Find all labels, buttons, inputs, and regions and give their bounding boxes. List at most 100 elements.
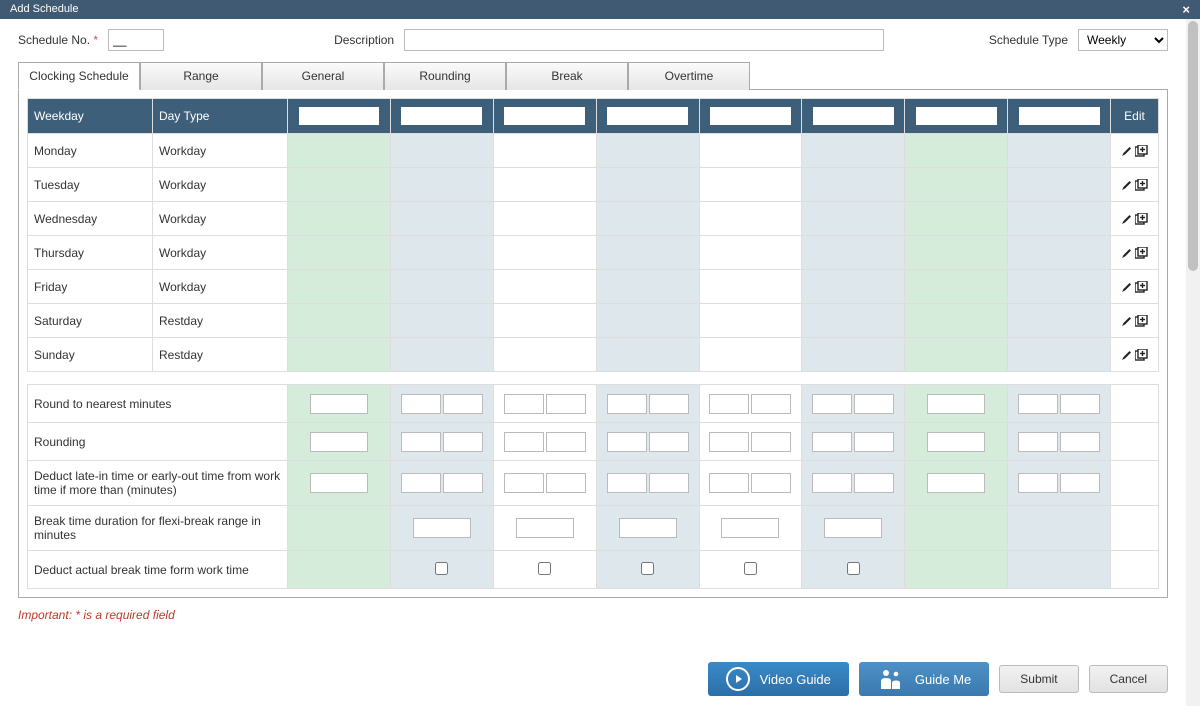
copy-add-icon[interactable] — [1135, 349, 1148, 361]
time-cell[interactable] — [802, 338, 905, 372]
rule-checkbox[interactable] — [538, 562, 551, 575]
cancel-button[interactable]: Cancel — [1089, 665, 1168, 693]
rule-input[interactable] — [443, 394, 483, 414]
copy-add-icon[interactable] — [1135, 247, 1148, 259]
rule-input[interactable] — [504, 394, 544, 414]
time-cell[interactable] — [596, 304, 699, 338]
time-cell[interactable] — [493, 304, 596, 338]
rule-checkbox[interactable] — [744, 562, 757, 575]
time-cell[interactable] — [596, 338, 699, 372]
time-cell[interactable] — [905, 202, 1008, 236]
rule-input[interactable] — [751, 394, 791, 414]
rule-input[interactable] — [516, 518, 574, 538]
rule-input[interactable] — [546, 394, 586, 414]
time-cell[interactable] — [699, 202, 802, 236]
time-cell[interactable] — [699, 236, 802, 270]
time-cell[interactable] — [802, 202, 905, 236]
rule-checkbox[interactable] — [847, 562, 860, 575]
time-cell[interactable] — [596, 270, 699, 304]
rule-input[interactable] — [751, 473, 791, 493]
rule-input[interactable] — [546, 473, 586, 493]
copy-add-icon[interactable] — [1135, 145, 1148, 157]
header-time-input-6[interactable] — [916, 107, 997, 125]
time-cell[interactable] — [1008, 168, 1111, 202]
rule-input[interactable] — [401, 394, 441, 414]
header-time-input-0[interactable] — [299, 107, 380, 125]
header-time-input-1[interactable] — [401, 107, 482, 125]
time-cell[interactable] — [390, 304, 493, 338]
pencil-icon[interactable] — [1121, 213, 1133, 225]
time-cell[interactable] — [1008, 236, 1111, 270]
time-cell[interactable] — [699, 304, 802, 338]
rule-input[interactable] — [812, 394, 852, 414]
rule-input[interactable] — [1060, 473, 1100, 493]
time-cell[interactable] — [596, 236, 699, 270]
rule-input[interactable] — [1018, 394, 1058, 414]
time-cell[interactable] — [802, 134, 905, 168]
rule-input[interactable] — [927, 394, 985, 414]
rule-input[interactable] — [927, 432, 985, 452]
rule-input[interactable] — [927, 473, 985, 493]
time-cell[interactable] — [288, 270, 391, 304]
rule-input[interactable] — [649, 394, 689, 414]
time-cell[interactable] — [493, 236, 596, 270]
rule-input[interactable] — [709, 473, 749, 493]
time-cell[interactable] — [905, 304, 1008, 338]
rule-input[interactable] — [854, 394, 894, 414]
tab-rounding[interactable]: Rounding — [384, 62, 506, 90]
time-cell[interactable] — [699, 134, 802, 168]
time-cell[interactable] — [390, 338, 493, 372]
pencil-icon[interactable] — [1121, 145, 1133, 157]
rule-input[interactable] — [854, 432, 894, 452]
pencil-icon[interactable] — [1121, 349, 1133, 361]
close-icon[interactable]: × — [1182, 0, 1190, 19]
time-cell[interactable] — [288, 338, 391, 372]
header-time-input-7[interactable] — [1019, 107, 1100, 125]
time-cell[interactable] — [1008, 270, 1111, 304]
tab-range[interactable]: Range — [140, 62, 262, 90]
time-cell[interactable] — [802, 236, 905, 270]
time-cell[interactable] — [390, 270, 493, 304]
pencil-icon[interactable] — [1121, 247, 1133, 259]
rule-input[interactable] — [310, 432, 368, 452]
guide-me-button[interactable]: Guide Me — [859, 662, 989, 696]
copy-add-icon[interactable] — [1135, 213, 1148, 225]
video-guide-button[interactable]: Video Guide — [708, 662, 849, 696]
rule-input[interactable] — [443, 432, 483, 452]
time-cell[interactable] — [493, 270, 596, 304]
rule-input[interactable] — [709, 432, 749, 452]
tab-overtime[interactable]: Overtime — [628, 62, 750, 90]
rule-input[interactable] — [413, 518, 471, 538]
time-cell[interactable] — [1008, 202, 1111, 236]
time-cell[interactable] — [288, 202, 391, 236]
rule-input[interactable] — [1060, 432, 1100, 452]
copy-add-icon[interactable] — [1135, 179, 1148, 191]
time-cell[interactable] — [802, 168, 905, 202]
time-cell[interactable] — [596, 202, 699, 236]
time-cell[interactable] — [288, 304, 391, 338]
pencil-icon[interactable] — [1121, 315, 1133, 327]
rule-input[interactable] — [310, 473, 368, 493]
time-cell[interactable] — [596, 168, 699, 202]
time-cell[interactable] — [288, 134, 391, 168]
time-cell[interactable] — [596, 134, 699, 168]
schedule-no-input[interactable] — [108, 29, 164, 51]
rule-checkbox[interactable] — [435, 562, 448, 575]
rule-input[interactable] — [649, 432, 689, 452]
header-time-input-2[interactable] — [504, 107, 585, 125]
scrollbar-thumb[interactable] — [1188, 21, 1198, 271]
header-time-input-3[interactable] — [607, 107, 688, 125]
time-cell[interactable] — [905, 338, 1008, 372]
description-input[interactable] — [404, 29, 884, 51]
header-time-input-4[interactable] — [710, 107, 791, 125]
rule-input[interactable] — [1018, 432, 1058, 452]
time-cell[interactable] — [288, 168, 391, 202]
rule-input[interactable] — [751, 432, 791, 452]
rule-input[interactable] — [607, 473, 647, 493]
copy-add-icon[interactable] — [1135, 281, 1148, 293]
time-cell[interactable] — [288, 236, 391, 270]
time-cell[interactable] — [390, 236, 493, 270]
rule-input[interactable] — [443, 473, 483, 493]
time-cell[interactable] — [390, 168, 493, 202]
copy-add-icon[interactable] — [1135, 315, 1148, 327]
